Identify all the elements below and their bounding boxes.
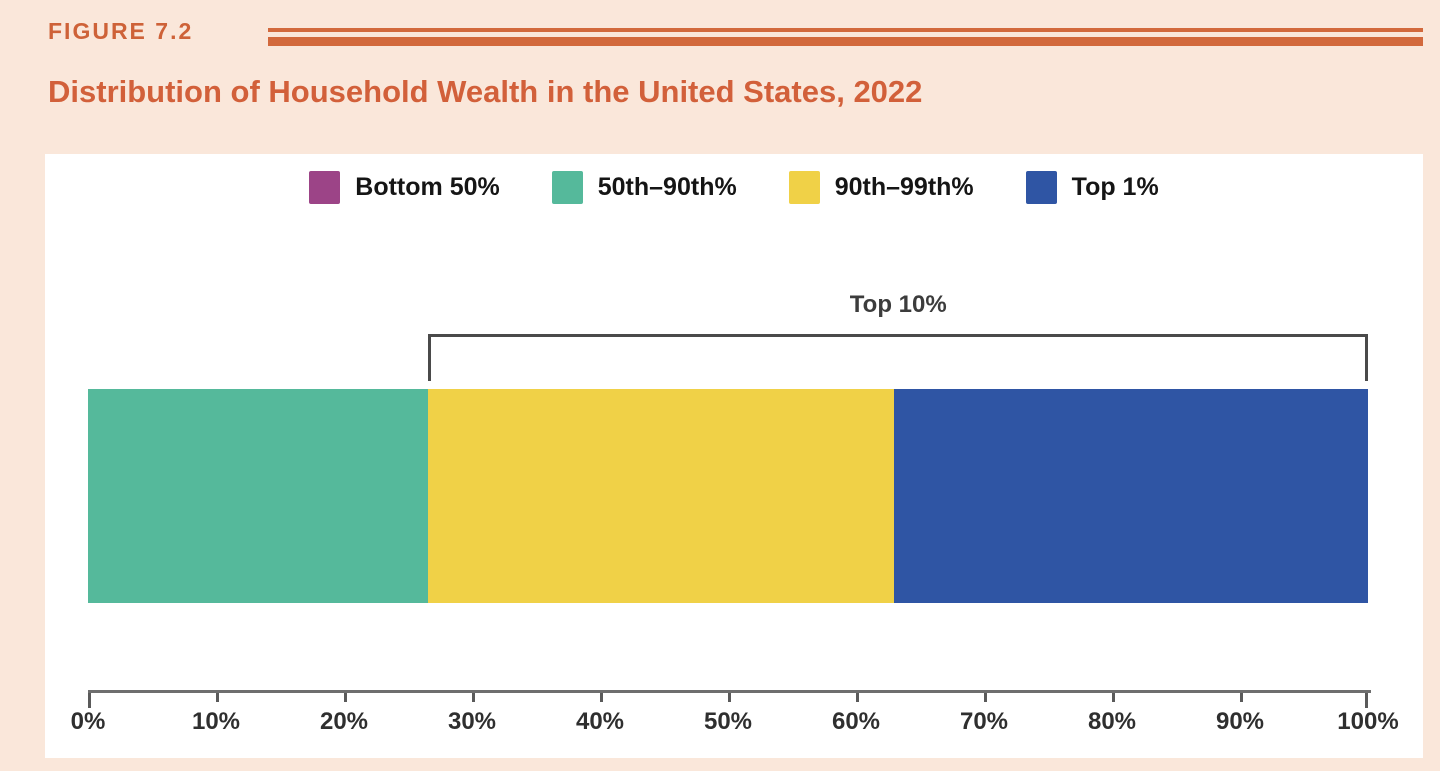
top10-bracket-right-end [1365,334,1368,381]
header-double-rule [268,28,1423,46]
x-axis-tick-90 [1240,693,1243,702]
header-rule-thick [268,37,1423,46]
bar-segment-1 [88,389,429,603]
x-axis-tick-label-60: 60% [831,708,881,735]
x-axis-tick-100 [1365,693,1368,708]
chart-legend: Bottom 50% 50th–90th% 90th–99th% Top 1% [45,171,1423,204]
x-axis-tick-label-20: 20% [319,708,369,735]
legend-item-0: Bottom 50% [309,171,500,204]
top10-bracket-left-end [428,334,432,381]
x-axis-tick-80 [1112,693,1115,702]
x-axis-tick-label-0: 0% [70,708,106,735]
legend-swatch-1 [551,171,583,204]
x-axis-tick-60 [856,693,859,702]
figure-title: Distribution of Household Wealth in the … [48,74,923,109]
chart-panel: Bottom 50% 50th–90th% 90th–99th% Top 1% Top… [45,154,1423,758]
x-axis-tick-label-80: 80% [1087,708,1137,735]
x-axis-tick-label-50: 50% [703,708,753,735]
legend-item-1: 50th–90th% [551,171,737,204]
bar-segment-2 [428,389,895,603]
x-axis-tick-label-100: 100% [1337,708,1399,735]
x-axis-tick-20 [344,693,347,702]
x-axis-tick-label-10: 10% [191,708,241,735]
top10-bracket-line [428,334,1368,337]
x-axis-tick-30 [472,693,475,702]
legend-label-0: Bottom 50% [355,173,500,201]
x-axis-tick-50 [728,693,731,702]
x-axis-tick-label-30: 30% [447,708,497,735]
legend-swatch-0 [309,171,341,204]
x-axis-tick-label-40: 40% [575,708,625,735]
x-axis-line [88,690,1371,693]
legend-swatch-3 [1025,171,1057,204]
top10-bracket-label: Top 10% [849,291,947,318]
legend-item-2: 90th–99th% [788,171,974,204]
bar-segment-3 [894,389,1368,603]
x-axis-tick-10 [216,693,219,702]
stacked-wealth-bar [88,389,1368,603]
legend-item-3: Top 1% [1025,171,1159,204]
legend-swatch-2 [788,171,820,204]
figure-label: FIGURE 7.2 [48,18,194,44]
x-axis-tick-label-70: 70% [959,708,1009,735]
x-axis-tick-70 [984,693,987,702]
legend-label-1: 50th–90th% [597,173,737,201]
legend-label-3: Top 1% [1071,173,1159,201]
legend-label-2: 90th–99th% [834,173,974,201]
x-axis-tick-0 [88,693,91,708]
x-axis-tick-40 [600,693,603,702]
header-rule-thin [268,28,1423,32]
x-axis-tick-label-90: 90% [1215,708,1265,735]
